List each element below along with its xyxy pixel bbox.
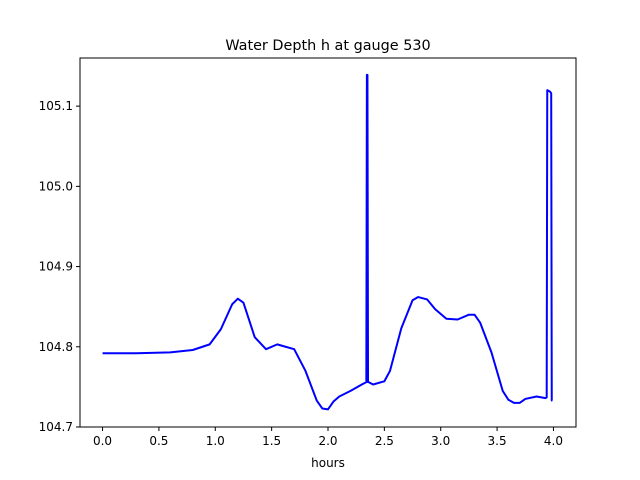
x-tick-label: 4.0 [544, 434, 563, 448]
x-tick-label: 0.5 [149, 434, 168, 448]
y-tick-label: 105.1 [39, 99, 73, 113]
x-axis-ticks: 0.0 0.5 1.0 1.5 2.0 2.5 3.0 3.5 4.0 [93, 427, 563, 448]
x-tick-label: 1.5 [262, 434, 281, 448]
series-line-0 [102, 73, 553, 411]
x-tick-label: 3.5 [488, 434, 507, 448]
y-tick-label: 104.9 [39, 260, 73, 274]
plot-frame [79, 57, 577, 428]
x-tick-label: 0.0 [93, 434, 112, 448]
chart-title: Water Depth h at gauge 530 [225, 38, 430, 54]
y-axis-ticks: 104.7 104.8 104.9 105.0 105.1 [39, 99, 80, 434]
plot-area [102, 73, 553, 411]
x-tick-label: 3.0 [431, 434, 450, 448]
x-tick-label: 2.0 [318, 434, 337, 448]
x-tick-label: 2.5 [375, 434, 394, 448]
y-tick-label: 104.8 [39, 340, 73, 354]
x-axis-label: hours [311, 456, 345, 470]
y-tick-label: 104.7 [39, 420, 73, 434]
y-tick-label: 105.0 [39, 179, 73, 193]
x-tick-label: 1.0 [206, 434, 225, 448]
